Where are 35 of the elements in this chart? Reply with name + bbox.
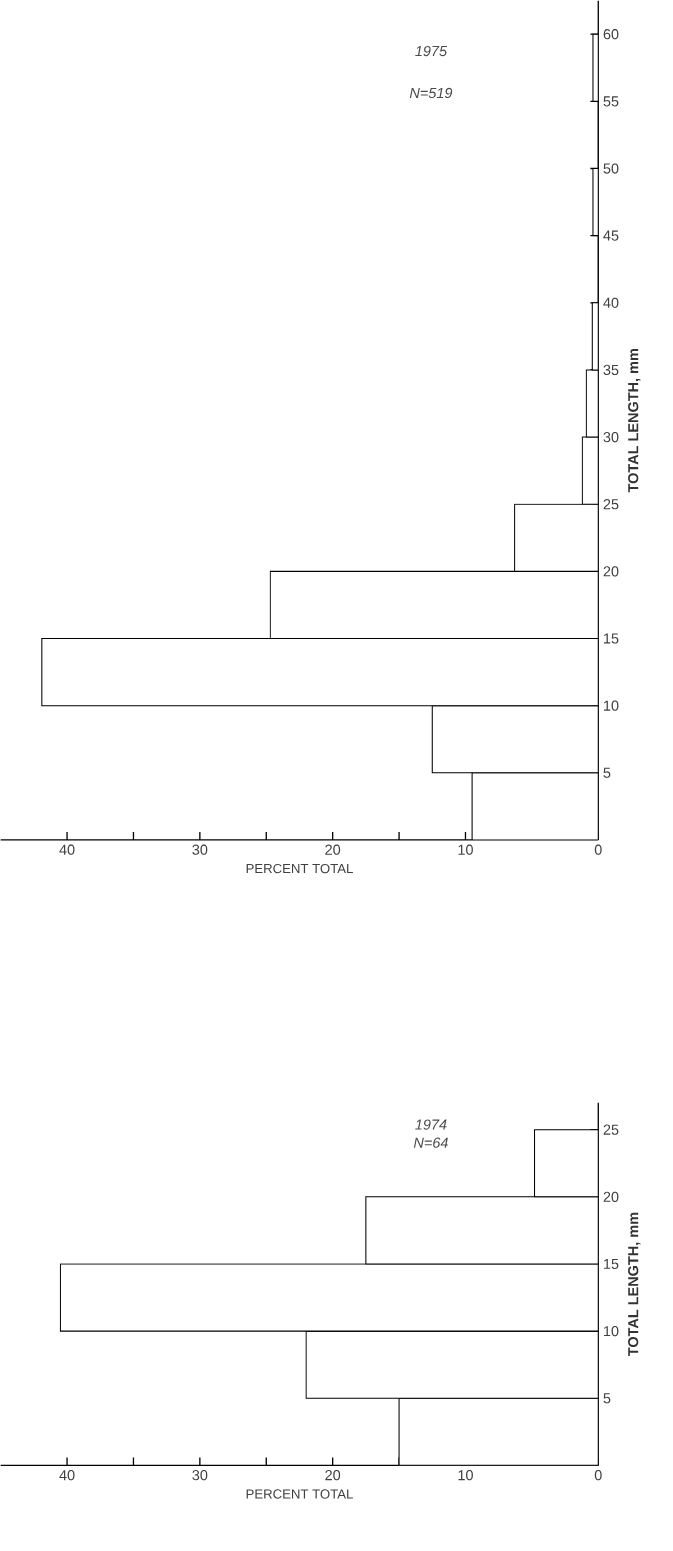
x-axis-title: PERCENT TOTAL xyxy=(246,1489,353,1499)
y-tick-label: 35 xyxy=(603,364,619,376)
x-tick-label: 0 xyxy=(594,1470,602,1481)
x-tick-label: 10 xyxy=(458,844,473,855)
y-tick-label: 30 xyxy=(603,431,619,443)
y-tick-label: 10 xyxy=(603,700,619,711)
annotation: N=519 xyxy=(409,87,453,99)
y-tick-label: 15 xyxy=(603,1258,619,1270)
y-tick-label: 50 xyxy=(603,163,619,174)
x-tick-label: 40 xyxy=(59,844,75,855)
y-tick-label: 25 xyxy=(603,1124,619,1135)
y-tick-label: 60 xyxy=(603,29,619,40)
x-tick-label: 30 xyxy=(192,1470,208,1481)
y-axis-title: TOTAL LENGTH, mm xyxy=(627,349,641,493)
x-tick-label: 10 xyxy=(458,1470,473,1481)
y-tick-label: 5 xyxy=(603,1393,611,1404)
y-tick-label: 20 xyxy=(603,1191,619,1202)
y-tick-label: 10 xyxy=(603,1325,619,1337)
y-tick-label: 45 xyxy=(603,230,619,241)
y-tick-label: 55 xyxy=(603,96,619,107)
x-axis-title: PERCENT TOTAL xyxy=(246,863,353,874)
x-tick-label: 30 xyxy=(192,844,208,855)
y-tick-label: 15 xyxy=(603,633,619,644)
y-tick-label: 5 xyxy=(603,767,611,778)
annotation: 1975 xyxy=(415,45,447,57)
y-axis-title: TOTAL LENGTH, mm xyxy=(627,1212,641,1357)
x-tick-label: 0 xyxy=(594,844,602,855)
x-tick-label: 20 xyxy=(325,844,341,855)
x-tick-label: 40 xyxy=(59,1470,75,1481)
y-tick-label: 40 xyxy=(603,297,619,308)
y-tick-label: 25 xyxy=(603,499,619,510)
y-tick-label: 20 xyxy=(603,566,619,577)
annotation: 1974 xyxy=(415,1119,447,1130)
x-tick-label: 20 xyxy=(325,1470,341,1481)
annotation: N=64 xyxy=(413,1137,448,1148)
